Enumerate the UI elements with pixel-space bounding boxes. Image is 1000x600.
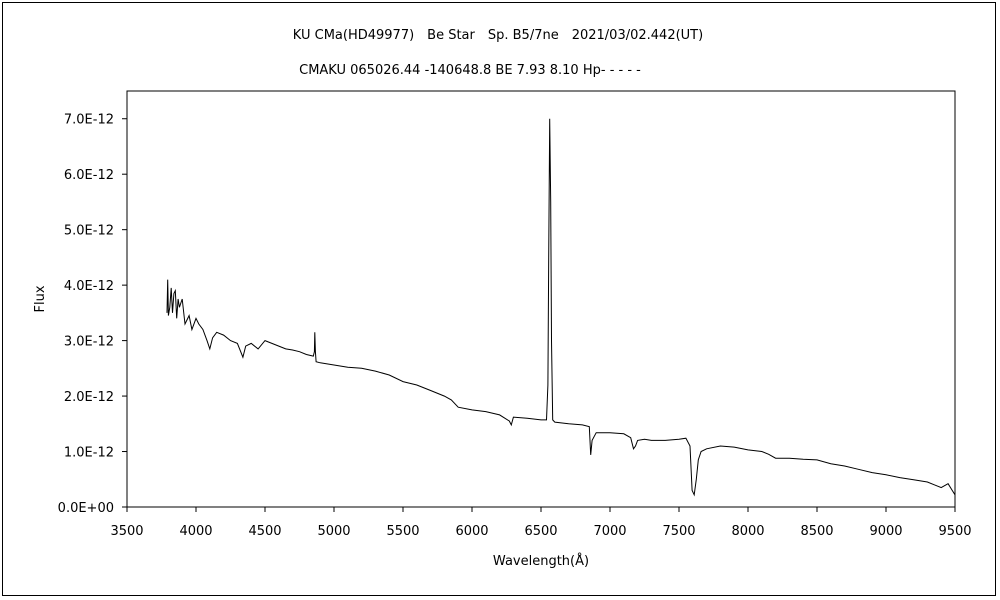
y-tick-label: 0.0E+00 xyxy=(58,501,114,516)
chart-subtitle: CMAKU 065026.44 -140648.8 BE 7.93 8.10 H… xyxy=(299,63,641,78)
x-tick-label: 5500 xyxy=(386,524,419,539)
x-tick-label: 4000 xyxy=(179,524,212,539)
y-tick-label: 4.0E-12 xyxy=(64,279,114,294)
x-tick-label: 3500 xyxy=(110,524,143,539)
x-tick-label: 6500 xyxy=(524,524,557,539)
y-tick-label: 7.0E-12 xyxy=(64,113,114,128)
y-tick-label: 6.0E-12 xyxy=(64,168,114,183)
y-axis-label: Flux xyxy=(33,285,48,312)
x-tick-label: 6000 xyxy=(455,524,488,539)
y-tick-label: 1.0E-12 xyxy=(64,446,114,461)
x-tick-label: 9000 xyxy=(869,524,902,539)
chart-title: KU CMa(HD49977) Be Star Sp. B5/7ne 2021/… xyxy=(293,28,703,43)
x-tick-label: 4500 xyxy=(248,524,281,539)
x-tick-label: 5000 xyxy=(317,524,350,539)
x-tick-label: 8000 xyxy=(731,524,764,539)
y-tick-label: 2.0E-12 xyxy=(64,390,114,405)
plot-area xyxy=(126,90,956,508)
x-tick-label: 7500 xyxy=(662,524,695,539)
y-tick-label: 3.0E-12 xyxy=(64,335,114,350)
x-tick-label: 7000 xyxy=(593,524,626,539)
x-axis-label: Wavelength(Å) xyxy=(493,553,589,569)
y-tick-label: 5.0E-12 xyxy=(64,224,114,239)
spectrum-line xyxy=(166,118,956,497)
x-tick-label: 9500 xyxy=(938,524,971,539)
x-tick-label: 8500 xyxy=(800,524,833,539)
